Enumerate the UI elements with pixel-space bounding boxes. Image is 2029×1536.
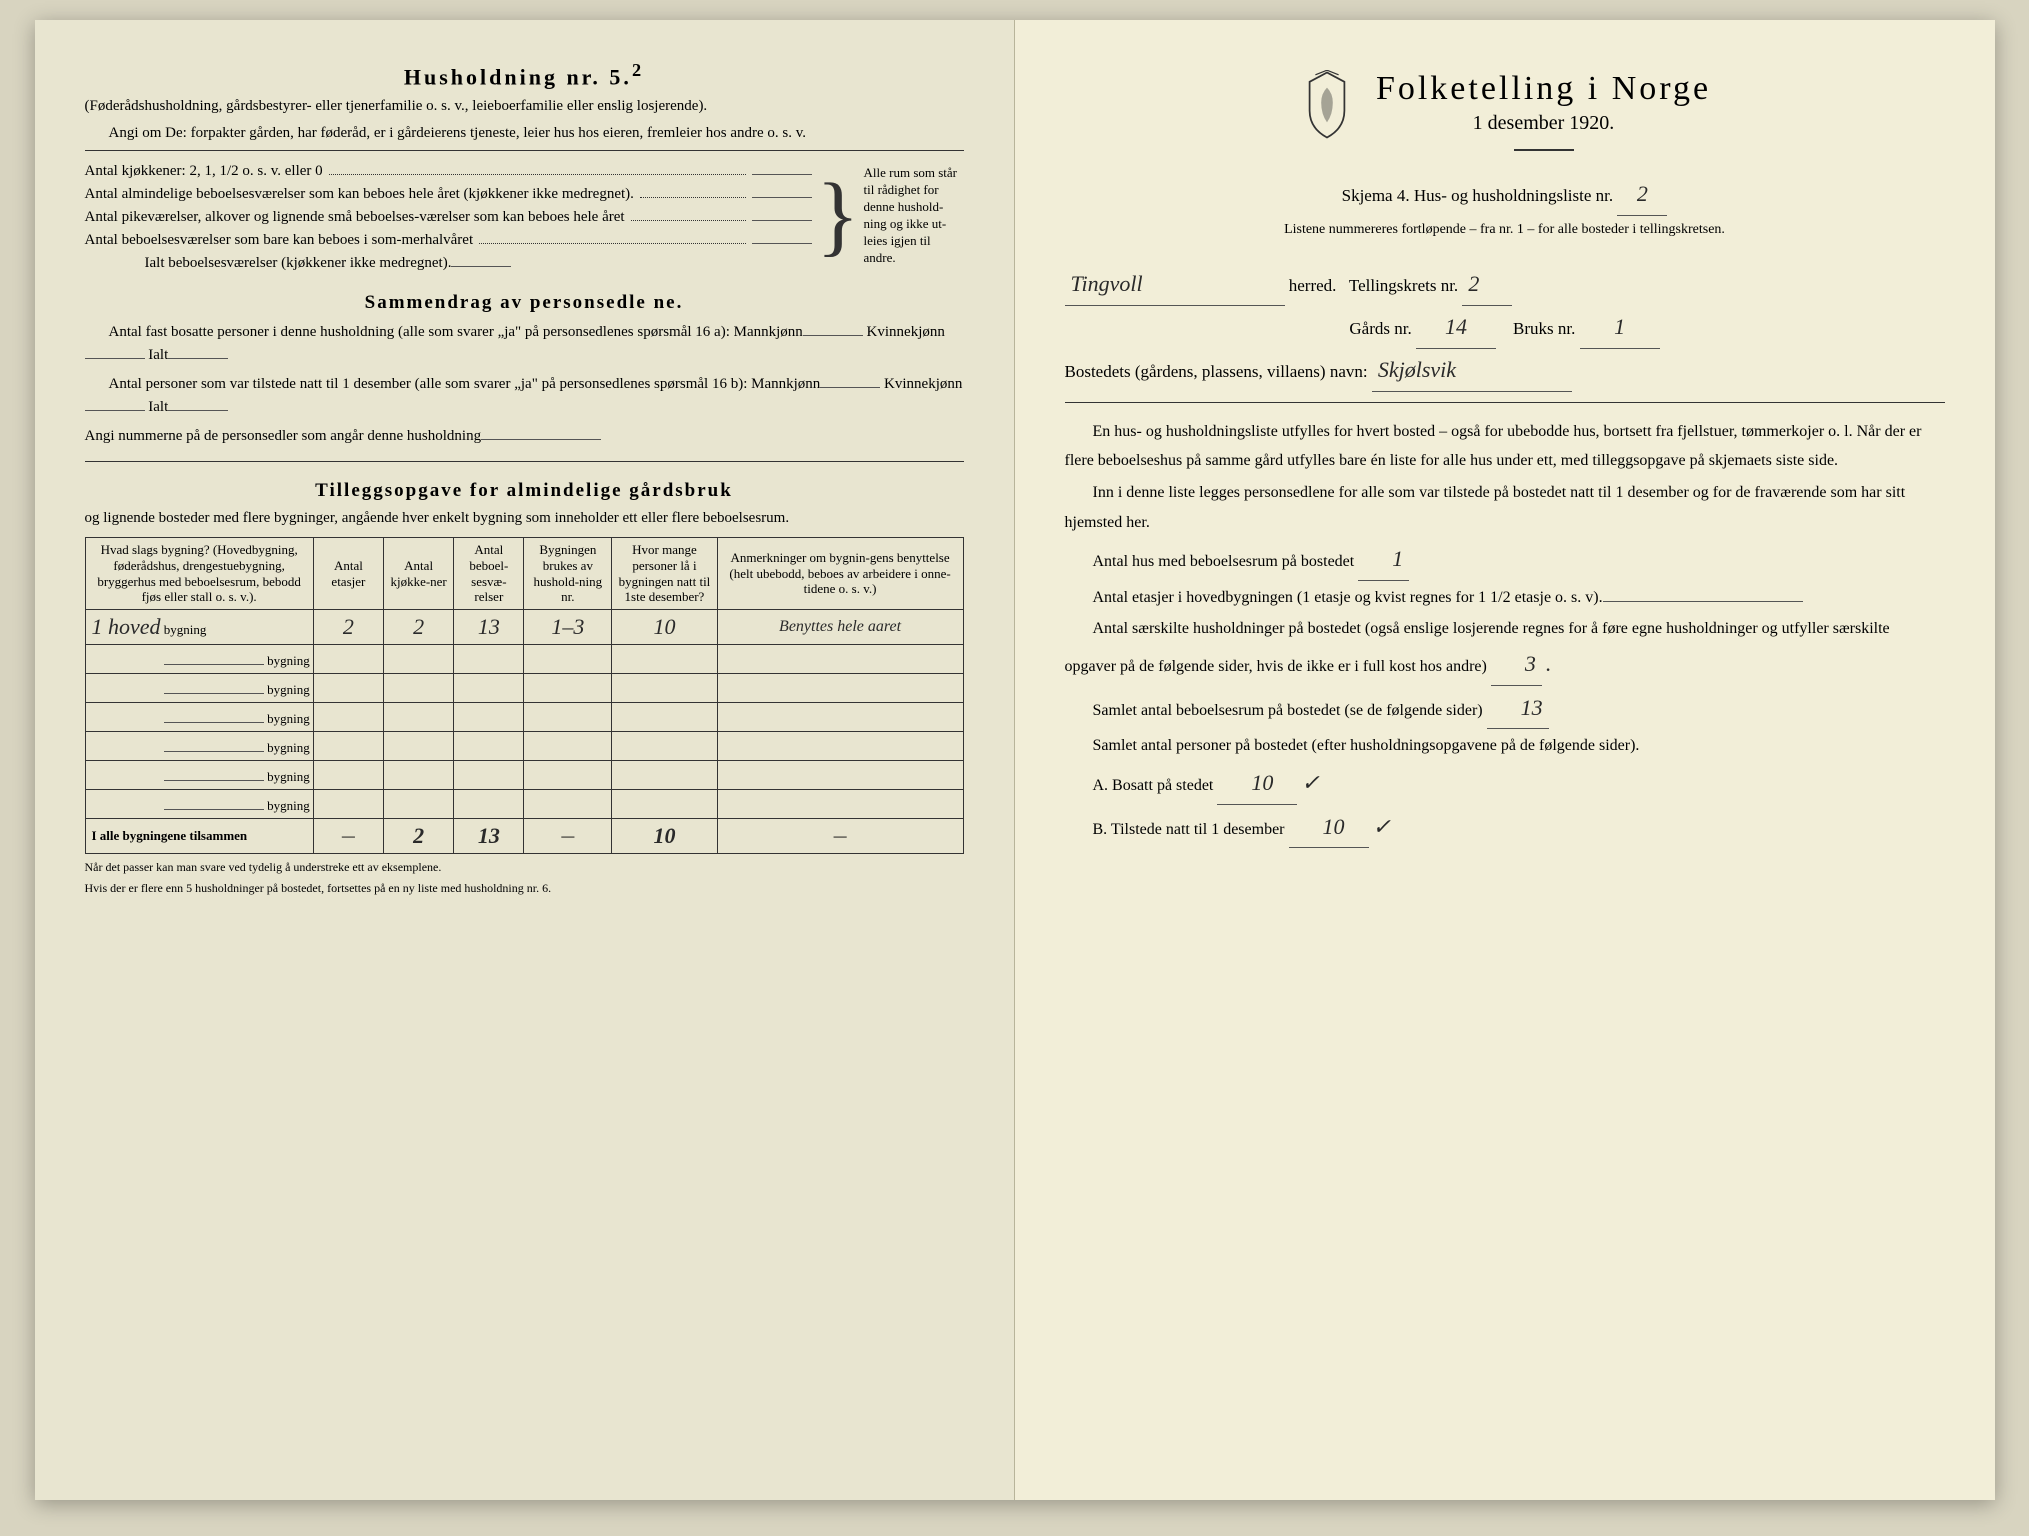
row-sommer: Antal beboelsesværelser som bare kan beb… xyxy=(85,228,813,249)
samlet-beb-line: Samlet antal beboelsesrum på bostedet (s… xyxy=(1065,688,1945,730)
herred-line: Tingvoll herred. Tellingskrets nr. 2 xyxy=(1065,263,1945,306)
footnote-1: Når det passer kan man svare ved tydelig… xyxy=(85,860,964,876)
gard-line: Gårds nr. 14 Bruks nr. 1 xyxy=(1065,306,1945,349)
main-title: Folketelling i Norge xyxy=(1376,70,1711,108)
th-beboelse: Antal beboel-sesvæ-relser xyxy=(454,538,524,609)
table-row: 1 hoved bygning 2 2 13 1–3 10 Benyttes h… xyxy=(85,609,963,644)
h5-sup: 2 xyxy=(632,60,644,80)
sammen-line2: Antal personer som var tilstede natt til… xyxy=(85,372,964,418)
building-table: Hvad slags bygning? (Hovedbygning, føder… xyxy=(85,537,964,853)
skjema-line: Skjema 4. Hus- og husholdningsliste nr. … xyxy=(1065,173,1945,216)
row-ialt: Ialt beboelsesværelser (kjøkkener ikke m… xyxy=(145,251,813,272)
table-row: bygning xyxy=(85,760,963,789)
tillegg-sub: og lignende bosteder med flere bygninger… xyxy=(85,508,964,529)
listene-note: Listene nummereres fortløpende – fra nr.… xyxy=(1065,220,1945,240)
th-type: Hvad slags bygning? (Hovedbygning, føder… xyxy=(85,538,313,609)
th-etasjer: Antal etasjer xyxy=(313,538,383,609)
date-line: 1 desember 1920. xyxy=(1376,112,1711,135)
table-row: bygning xyxy=(85,644,963,673)
divider xyxy=(1514,149,1574,151)
th-personer: Hvor mange personer lå i bygningen natt … xyxy=(612,538,717,609)
table-row: bygning xyxy=(85,789,963,818)
sammen-line1: Antal fast bosatte personer i denne hush… xyxy=(85,320,964,366)
table-row: bygning xyxy=(85,673,963,702)
line-a: A. Bosatt på stedet 10 ✓ xyxy=(1065,763,1945,805)
etasjer-line: Antal etasjer i hovedbygningen (1 etasje… xyxy=(1065,583,1945,613)
hw-skjema-nr: 2 xyxy=(1617,173,1667,216)
hw-bruk: 1 xyxy=(1580,306,1660,349)
hw-samlet-beb: 13 xyxy=(1487,688,1549,730)
h5-angi: Angi om De: forpakter gården, har føderå… xyxy=(85,123,964,144)
right-page: Folketelling i Norge 1 desember 1920. Sk… xyxy=(1015,20,1995,1500)
body-paragraphs: En hus- og husholdningsliste utfylles fo… xyxy=(1065,417,1945,849)
bosted-line: Bostedets (gårdens, plassens, villaens) … xyxy=(1065,349,1945,392)
th-kjokken: Antal kjøkke-ner xyxy=(384,538,454,609)
line-b: B. Tilstede natt til 1 desember 10 ✓ xyxy=(1065,807,1945,849)
tillegg-title: Tilleggsopgave for almindelige gårdsbruk xyxy=(85,480,964,502)
footnote-2: Hvis der er flere enn 5 husholdninger på… xyxy=(85,881,964,897)
row-pike: Antal pikeværelser, alkover og lignende … xyxy=(85,205,813,226)
hw-antal-hus: 1 xyxy=(1358,539,1409,581)
room-rows-block: Antal kjøkkener: 2, 1, 1/2 o. s. v. elle… xyxy=(85,157,964,274)
row-almindelige: Antal almindelige beboelsesværelser som … xyxy=(85,182,813,203)
brace-note: Alle rum som står til rådighet for denne… xyxy=(864,165,964,266)
th-anmerk: Anmerkninger om bygnin-gens benyttelse (… xyxy=(717,538,963,609)
angi-nummer: Angi nummerne på de personsedler som ang… xyxy=(85,424,964,447)
para-1: En hus- og husholdningsliste utfylles fo… xyxy=(1065,417,1945,476)
h5-paren: (Føderådshusholdning, gårdsbestyrer- ell… xyxy=(85,96,964,117)
hw-bosted: Skjølsvik xyxy=(1372,349,1572,392)
crest-icon xyxy=(1298,70,1356,140)
hw-saerskilte: 3 xyxy=(1491,644,1542,686)
para-2: Inn i denne liste legges personsedlene f… xyxy=(1065,478,1945,537)
h5-title: Husholdning nr. 5.2 xyxy=(85,60,964,90)
table-header-row: Hvad slags bygning? (Hovedbygning, føder… xyxy=(85,538,963,609)
samlet-pers-line: Samlet antal personer på bostedet (efter… xyxy=(1065,731,1945,761)
table-row: bygning xyxy=(85,702,963,731)
document-spread: Husholdning nr. 5.2 (Føderådshusholdning… xyxy=(35,20,1995,1500)
hw-krets: 2 xyxy=(1462,263,1512,306)
brace-icon: } xyxy=(816,171,859,261)
sammendrag-title: Sammendrag av personsedle ne. xyxy=(85,292,964,314)
saerskilte-line: Antal særskilte husholdninger på bostede… xyxy=(1065,614,1945,685)
hw-gard: 14 xyxy=(1416,306,1496,349)
hw-a: 10 xyxy=(1217,763,1297,805)
hw-herred: Tingvoll xyxy=(1065,263,1285,306)
table-row: bygning xyxy=(85,731,963,760)
table-total-row: I alle bygningene tilsammen — 2 13 — 10 … xyxy=(85,818,963,853)
hw-b: 10 xyxy=(1289,807,1369,849)
hw-hoved: 1 hoved xyxy=(92,614,161,639)
left-page: Husholdning nr. 5.2 (Føderådshusholdning… xyxy=(35,20,1015,1500)
antal-hus-line: Antal hus med beboelsesrum på bostedet 1 xyxy=(1065,539,1945,581)
row-kjokken: Antal kjøkkener: 2, 1, 1/2 o. s. v. elle… xyxy=(85,159,813,180)
th-hushold: Bygningen brukes av hushold-ning nr. xyxy=(524,538,612,609)
